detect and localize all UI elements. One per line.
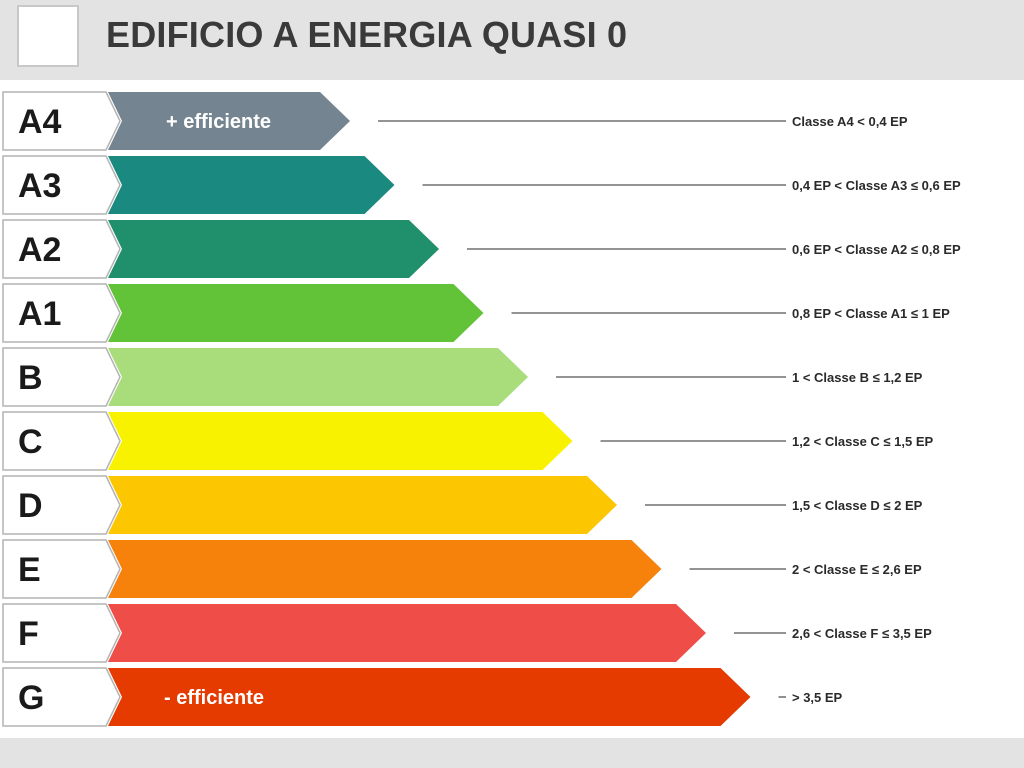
class-label-a2: A2 <box>18 231 61 269</box>
class-label-a4: A4 <box>18 103 62 141</box>
class-bar-f <box>108 604 706 662</box>
class-bar-d <box>108 476 617 534</box>
class-range-d: 1,5 < Classe D ≤ 2 EP <box>792 498 923 513</box>
class-label-box-a3 <box>2 155 121 215</box>
class-label-g: G <box>18 679 44 717</box>
header-band: EDIFICIO A ENERGIA QUASI 0 <box>0 0 1024 80</box>
class-bar-b <box>108 348 528 406</box>
class-bar-a2 <box>108 220 439 278</box>
class-range-a3: 0,4 EP < Classe A3 ≤ 0,6 EP <box>792 178 961 193</box>
class-label-box-d <box>2 475 121 535</box>
class-range-e: 2 < Classe E ≤ 2,6 EP <box>792 562 922 577</box>
class-bar-a1 <box>108 284 484 342</box>
class-bar-c <box>108 412 573 470</box>
class-bar-text-g: - efficiente <box>164 687 264 709</box>
class-range-g: > 3,5 EP <box>792 690 843 705</box>
class-label-a1: A1 <box>18 295 61 333</box>
class-label-box-a4 <box>2 91 121 151</box>
class-range-f: 2,6 < Classe F ≤ 3,5 EP <box>792 626 932 641</box>
class-label-c: C <box>18 423 43 461</box>
class-bar-text-a4: + efficiente <box>166 111 271 133</box>
page-title: EDIFICIO A ENERGIA QUASI 0 <box>106 14 628 55</box>
class-range-b: 1 < Classe B ≤ 1,2 EP <box>792 370 923 385</box>
class-label-e: E <box>18 551 41 589</box>
class-label-box-b <box>2 347 121 407</box>
class-bar-e <box>108 540 662 598</box>
class-range-c: 1,2 < Classe C ≤ 1,5 EP <box>792 434 934 449</box>
class-label-box-e <box>2 539 121 599</box>
class-bar-g <box>108 668 751 726</box>
class-range-a4: Classe A4 < 0,4 EP <box>792 114 908 129</box>
class-label-d: D <box>18 487 43 525</box>
class-bar-a3 <box>108 156 395 214</box>
class-label-b: B <box>18 359 43 397</box>
class-label-box-c <box>2 411 121 471</box>
logo-placeholder-box <box>17 5 79 67</box>
class-range-a1: 0,8 EP < Classe A1 ≤ 1 EP <box>792 306 950 321</box>
class-label-box-a2 <box>2 219 121 279</box>
class-bar-a4 <box>108 92 350 150</box>
class-label-a3: A3 <box>18 167 61 205</box>
class-label-box-f <box>2 603 121 663</box>
class-range-a2: 0,6 EP < Classe A2 ≤ 0,8 EP <box>792 242 961 257</box>
class-label-box-g <box>2 667 121 727</box>
class-label-box-a1 <box>2 283 121 343</box>
class-label-f: F <box>18 615 39 653</box>
footer-band <box>0 738 1024 768</box>
